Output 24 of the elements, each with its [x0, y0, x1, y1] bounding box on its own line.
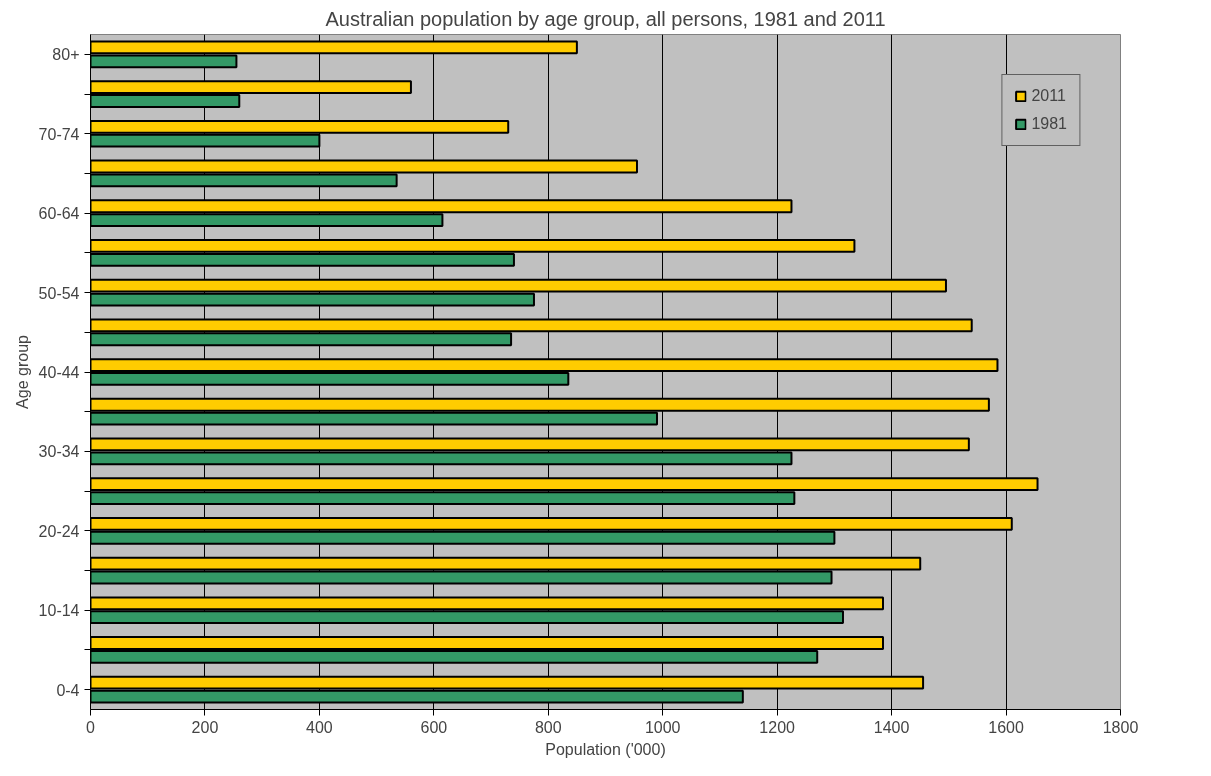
x-tick-label: 1000: [644, 718, 681, 736]
y-tick-label: 30-34: [38, 443, 80, 461]
y-tick-label: 50-54: [38, 284, 80, 302]
x-tick-label: 1400: [873, 718, 910, 736]
y-tick-label: 80+: [52, 46, 80, 64]
y-tick-label: 0-4: [56, 681, 80, 699]
y-tick-label: 20-24: [38, 522, 80, 540]
chart-title: Australian population by age group, all persons, 1981 and 2011: [325, 7, 886, 30]
y-tick-label: 10-14: [38, 602, 80, 620]
x-tick-label: 1600: [988, 718, 1024, 736]
x-tick-label: 800: [534, 718, 562, 736]
x-axis-title: Population ('000): [545, 740, 666, 758]
x-tick-label: 600: [420, 718, 448, 736]
x-tick-label: 400: [306, 718, 333, 736]
y-tick-label: 60-64: [38, 205, 80, 223]
legend-label: 2011: [1031, 87, 1066, 105]
x-tick-label: 1800: [1102, 718, 1139, 736]
y-axis-title: Age group: [13, 334, 31, 409]
y-tick-label: 70-74: [38, 125, 80, 143]
legend-label: 1981: [1031, 115, 1067, 133]
x-tick-label: 0: [86, 718, 96, 736]
x-tick-label: 200: [191, 718, 219, 736]
y-tick-label: 40-44: [38, 364, 80, 381]
x-tick-label: 1200: [759, 718, 796, 736]
